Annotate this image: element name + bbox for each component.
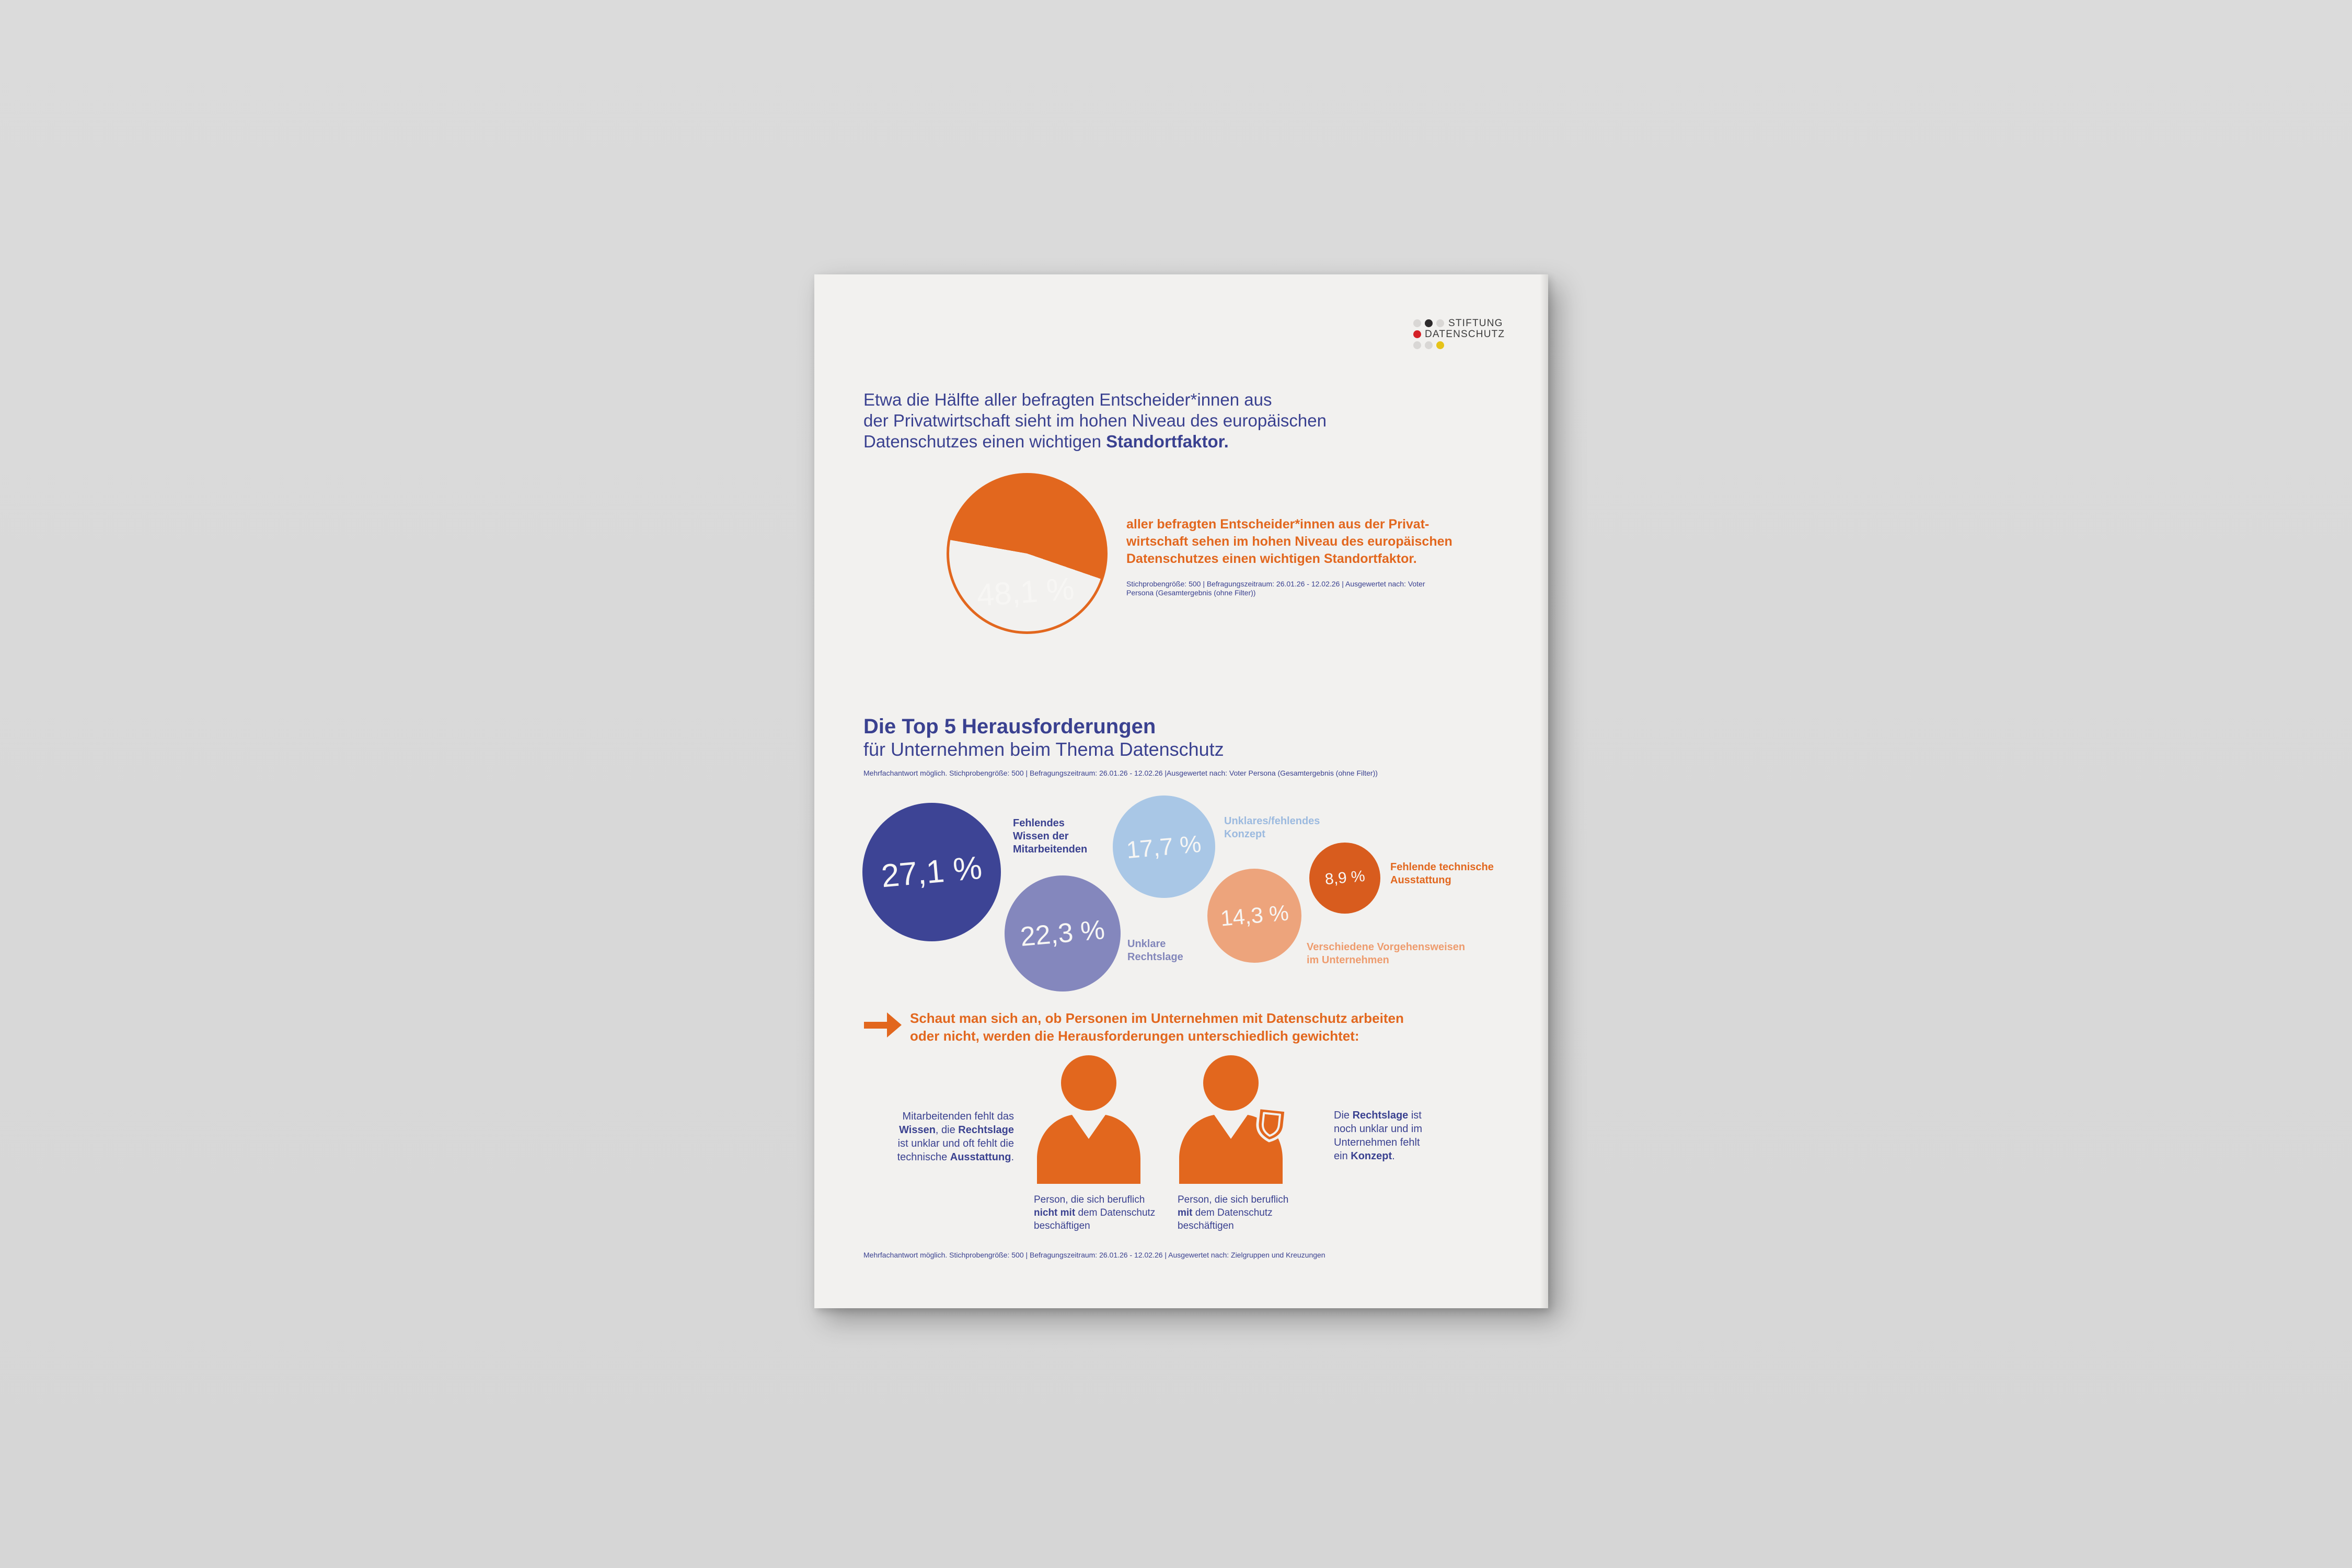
logo-dot-icon — [1425, 341, 1433, 349]
bubble-percentage: 22,3 % — [1019, 915, 1106, 952]
insight-text: Die — [1334, 1110, 1353, 1121]
insight-text: . — [1011, 1151, 1014, 1163]
intro-heading-text: Etwa die Hälfte aller befragten Entschei… — [863, 390, 1327, 451]
pie-percentage-label: 48,1 % — [975, 571, 1076, 613]
insight-text: , die — [935, 1124, 959, 1136]
bubble-label-fehlende-ausstattung: Fehlende technische Ausstattung — [1390, 861, 1494, 886]
bubble-label-unklares-konzept: Unklares/fehlendes Konzept — [1224, 815, 1320, 840]
person-icon — [1037, 1055, 1140, 1184]
bubble-percentage: 14,3 % — [1219, 900, 1290, 931]
section-subtitle: für Unternehmen beim Thema Datenschutz — [863, 739, 1224, 760]
bubble-label-fehlendes-wissen: Fehlendes Wissen der Mitarbeitenden — [1013, 817, 1088, 855]
person-without-privacy-icon — [1034, 1055, 1144, 1184]
logo-dot-icon — [1425, 319, 1433, 327]
bubble-fehlende-ausstattung: 8,9 % — [1309, 843, 1380, 914]
logo-text-line2: DATENSCHUTZ — [1425, 329, 1505, 340]
bubble-percentage: 8,9 % — [1324, 867, 1366, 889]
arrow-head — [887, 1012, 902, 1037]
pie-lead-text: aller befragten Entscheider*innen aus de… — [1126, 517, 1452, 566]
person-with-privacy-icon — [1176, 1055, 1287, 1184]
section-title: Die Top 5 Herausforderungen — [863, 715, 1156, 738]
caption-person-without: Person, die sich beruflich nicht mit dem… — [1034, 1193, 1185, 1232]
stiftung-datenschutz-logo: STIFTUNG DATENSCHUTZ — [1413, 318, 1518, 353]
caption-bold: nicht mit — [1034, 1207, 1076, 1218]
logo-text-line1: STIFTUNG — [1448, 318, 1503, 329]
insight-left: Mitarbeitenden fehlt das Wissen, die Rec… — [846, 1110, 1014, 1164]
bubble-percentage: 17,7 % — [1125, 829, 1203, 864]
arrow-right-icon — [864, 1012, 903, 1037]
logo-dot-icon — [1436, 341, 1444, 349]
caption-text: Person, die sich beruflich — [1034, 1194, 1145, 1205]
insight-text: ist noch unklar und im Unternehmen fehlt… — [1334, 1110, 1422, 1162]
insight-bold: Konzept — [1351, 1150, 1392, 1162]
person-shield-icon — [1179, 1055, 1287, 1184]
insight-bold: Wissen — [899, 1124, 936, 1136]
logo-dot-icon — [1436, 319, 1444, 327]
bubble-verschiedene-vorgehensweisen: 14,3 % — [1207, 869, 1301, 963]
insight-bold: Rechtslage — [1352, 1110, 1409, 1121]
insight-text: ist unklar und oft fehlt die technische — [897, 1138, 1014, 1163]
caption-bold: mit — [1178, 1207, 1193, 1218]
section-source-note: Mehrfachantwort möglich. Stichprobengröß… — [863, 769, 1378, 777]
infographic-poster: STIFTUNG DATENSCHUTZ Etwa die Hälfte all… — [814, 274, 1548, 1308]
pie-chart-standortfaktor: 48,1 % — [947, 473, 1108, 634]
insight-text: Mitarbeitenden fehlt das — [902, 1111, 1014, 1122]
insight-bold: Rechtslage — [958, 1124, 1014, 1136]
bubble-percentage: 27,1 % — [880, 849, 984, 895]
transition-statement: Schaut man sich an, ob Personen im Unter… — [910, 1010, 1404, 1044]
poster-edge-shade — [1540, 274, 1548, 1308]
caption-text: Person, die sich beruflich — [1178, 1194, 1289, 1205]
insight-right: Die Rechtslage ist noch unklar und im Un… — [1334, 1109, 1459, 1163]
logo-dot-icon — [1413, 341, 1421, 349]
caption-text: dem Datenschutz beschäftigen — [1034, 1207, 1156, 1231]
bubble-label-verschiedene-vorgehensweisen: Verschiedene Vorgehensweisen im Unterneh… — [1307, 941, 1466, 966]
insight-bold: Ausstattung — [950, 1151, 1011, 1163]
shield-icon — [1256, 1106, 1287, 1143]
bubble-unklare-rechtslage: 22,3 % — [1005, 875, 1121, 991]
caption-person-with: Person, die sich beruflich mit dem Daten… — [1178, 1193, 1329, 1232]
bubble-unklares-konzept: 17,7 % — [1113, 795, 1215, 898]
logo-dot-icon — [1413, 330, 1421, 338]
insight-text: . — [1392, 1150, 1395, 1162]
intro-heading-bold: Standortfaktor. — [1106, 432, 1229, 451]
caption-text: dem Datenschutz beschäftigen — [1178, 1207, 1273, 1231]
logo-dot-icon — [1413, 319, 1421, 327]
intro-heading: Etwa die Hälfte aller befragten Entschei… — [863, 389, 1327, 452]
bubble-fehlendes-wissen: 27,1 % — [862, 803, 1001, 941]
footer-source-note: Mehrfachantwort möglich. Stichprobengröß… — [863, 1251, 1325, 1259]
pie-source-note: Stichprobengröße: 500 | Befragungszeitra… — [1126, 580, 1425, 597]
arrow-shaft — [864, 1022, 888, 1029]
bubble-label-unklare-rechtslage: Unklare Rechtslage — [1127, 938, 1183, 963]
